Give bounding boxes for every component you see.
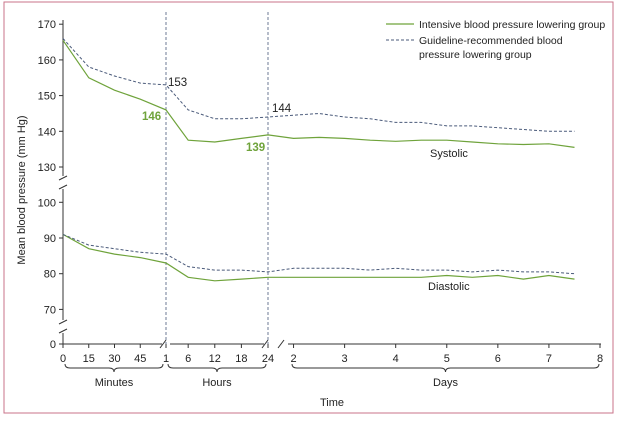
legend: Intensive blood pressure lowering group … [386,19,605,61]
legend-label-guideline-line2: pressure lowering group [419,49,532,61]
time-group-label: Minutes [95,377,134,389]
annotation-guideline-1h: 153 [168,77,187,89]
x-tick-label: 3 [342,353,348,365]
x-tick-label: 6 [495,353,501,365]
x-tick-label: 6 [185,353,191,365]
series-line-intensive-systolic [62,39,575,148]
annotation-guideline-24h: 144 [272,103,292,115]
x-tick-label: 7 [546,353,552,365]
y-axis-break-mark [58,319,68,325]
time-group-label: Days [433,377,459,389]
y-tick-label: 160 [38,55,56,67]
x-tick-label: 45 [134,353,146,365]
legend-label-guideline-line1: Guideline-recommended blood [419,35,563,47]
time-group-brace [291,363,600,373]
time-group-label: Hours [202,377,232,389]
plot-lines [62,38,575,282]
annotation-intensive-1h: 146 [142,111,161,123]
x-tick-label: 12 [209,353,221,365]
y-axis-break-mark [58,184,68,190]
y-tick-label: 80 [44,269,56,281]
outer-border [3,1,614,414]
y-tick-label: 170 [38,19,56,31]
annotation-intensive-24h: 139 [246,142,265,154]
y-tick-label: 150 [38,91,56,103]
series-line-guideline-diastolic [62,233,575,275]
x-axis-break-mark [159,339,167,349]
y-tick-label: 70 [44,304,56,316]
annotations: 146 153 139 144 Systolic Diastolic [142,77,470,293]
x-tick-label: 5 [444,353,450,365]
x-axis-break-mark [277,339,285,349]
x-tick-label: 1 [163,353,169,365]
y-tick-label: 90 [44,233,56,245]
x-tick-label: 30 [108,353,120,365]
x-tick-label: 15 [83,353,95,365]
y-tick-label: 100 [38,197,56,209]
y-tick-label: 130 [38,162,56,174]
annotation-diastolic: Diastolic [428,281,470,293]
y-axis-break-mark [58,328,68,334]
series-line-intensive-diastolic [62,233,575,282]
legend-label-intensive: Intensive blood pressure lowering group [419,19,605,31]
series-line-guideline-systolic [62,38,575,132]
y-tick-label-zero: 0 [50,339,56,351]
x-axis-label: Time [320,397,344,409]
y-axis-break-mark [58,175,68,181]
x-tick-label: 18 [235,353,247,365]
annotation-systolic: Systolic [430,148,468,160]
x-tick-label: 24 [262,353,274,365]
x-axis-break-mark [261,339,269,349]
x-tick-label: 8 [597,353,603,365]
x-tick-label: 2 [290,353,296,365]
time-group-brace [167,363,267,373]
y-axis-label: Mean blood pressure (mm Hg) [16,115,28,264]
x-tick-label: 4 [393,353,399,365]
time-group-brace [64,363,164,373]
x-tick-label: 0 [60,353,66,365]
y-tick-label: 140 [38,126,56,138]
